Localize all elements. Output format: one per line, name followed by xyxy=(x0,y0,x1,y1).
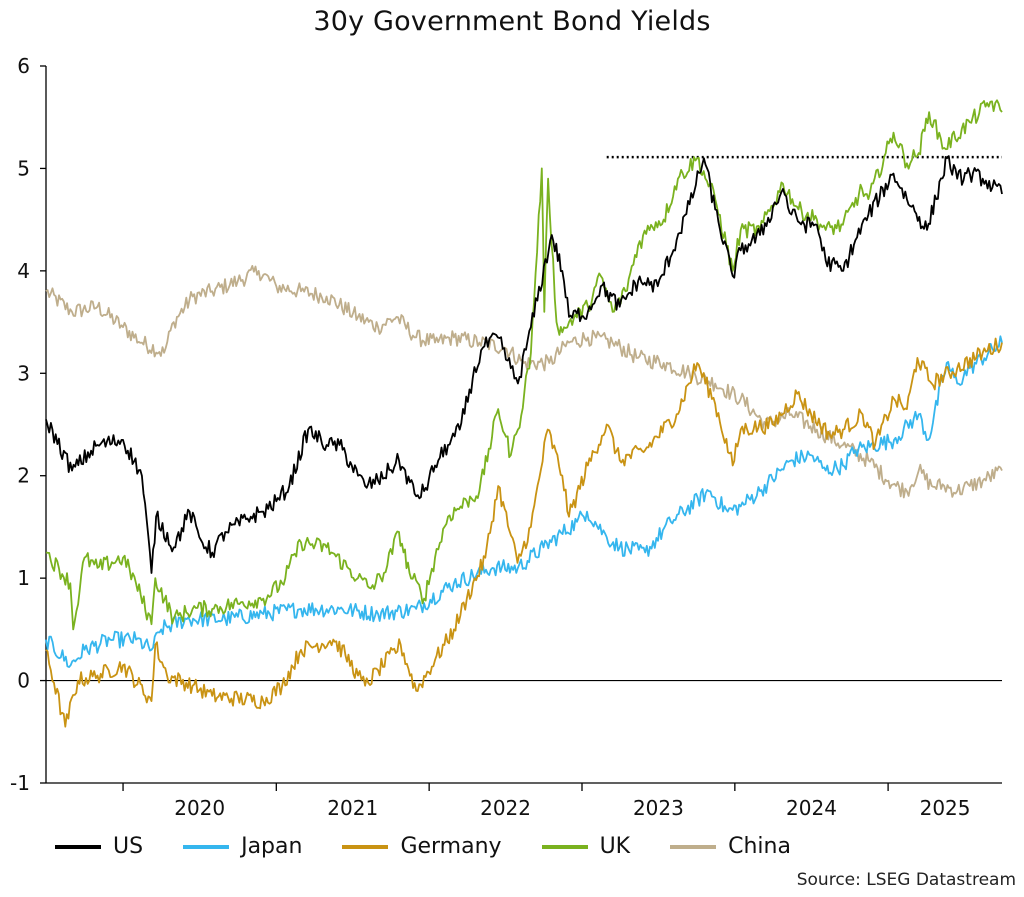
series-line-germany xyxy=(45,337,1003,728)
x-tick-label: 2023 xyxy=(633,796,684,820)
legend-label: UK xyxy=(599,834,631,859)
series-line-japan xyxy=(45,335,1003,668)
y-tick-label: 0 xyxy=(17,669,30,693)
x-tick-label: 2022 xyxy=(480,796,531,820)
legend-swatch xyxy=(670,844,717,849)
y-tick-label: 4 xyxy=(17,259,30,283)
legend-label: US xyxy=(113,834,144,859)
legend-swatch xyxy=(55,844,101,849)
y-tick-label: 5 xyxy=(17,156,30,180)
y-tick-label: 1 xyxy=(17,566,30,590)
chart-axes: 6 5 4 3 2 1 0 -1 2020 2021 2022 2023 2024 2025 xyxy=(10,54,1002,820)
legend-swatch xyxy=(183,844,230,849)
legend-item-china: China xyxy=(670,834,791,859)
legend-item-uk: UK xyxy=(541,834,631,859)
series-lines xyxy=(45,99,1003,728)
legend-label: China xyxy=(728,834,791,859)
series-line-uk xyxy=(45,99,1003,631)
x-tick-label: 2020 xyxy=(174,796,225,820)
y-tick-label: -1 xyxy=(10,771,30,795)
y-tick-label: 6 xyxy=(17,54,30,78)
chart-title: 30y Government Bond Yields xyxy=(313,6,711,37)
y-tick-label: 2 xyxy=(17,464,30,488)
series-line-us xyxy=(45,155,1003,574)
source-note: Source: LSEG Datastream xyxy=(796,870,1016,890)
x-tick-label: 2024 xyxy=(786,796,837,820)
legend-item-japan: Japan xyxy=(183,834,302,859)
legend-label: Japan xyxy=(241,834,303,859)
x-tick-label: 2025 xyxy=(920,796,971,820)
reference-lines xyxy=(46,155,1002,682)
series-line-china xyxy=(45,265,1003,499)
legend-item-us: US xyxy=(55,834,143,859)
legend-swatch xyxy=(342,844,389,849)
y-tick-label: 3 xyxy=(17,361,30,385)
legend-label: Germany xyxy=(400,834,502,859)
x-tick-label: 2021 xyxy=(327,796,378,820)
legend-swatch xyxy=(541,844,588,849)
legend: US Japan Germany UK China xyxy=(55,834,831,859)
legend-item-germany: Germany xyxy=(342,834,502,859)
